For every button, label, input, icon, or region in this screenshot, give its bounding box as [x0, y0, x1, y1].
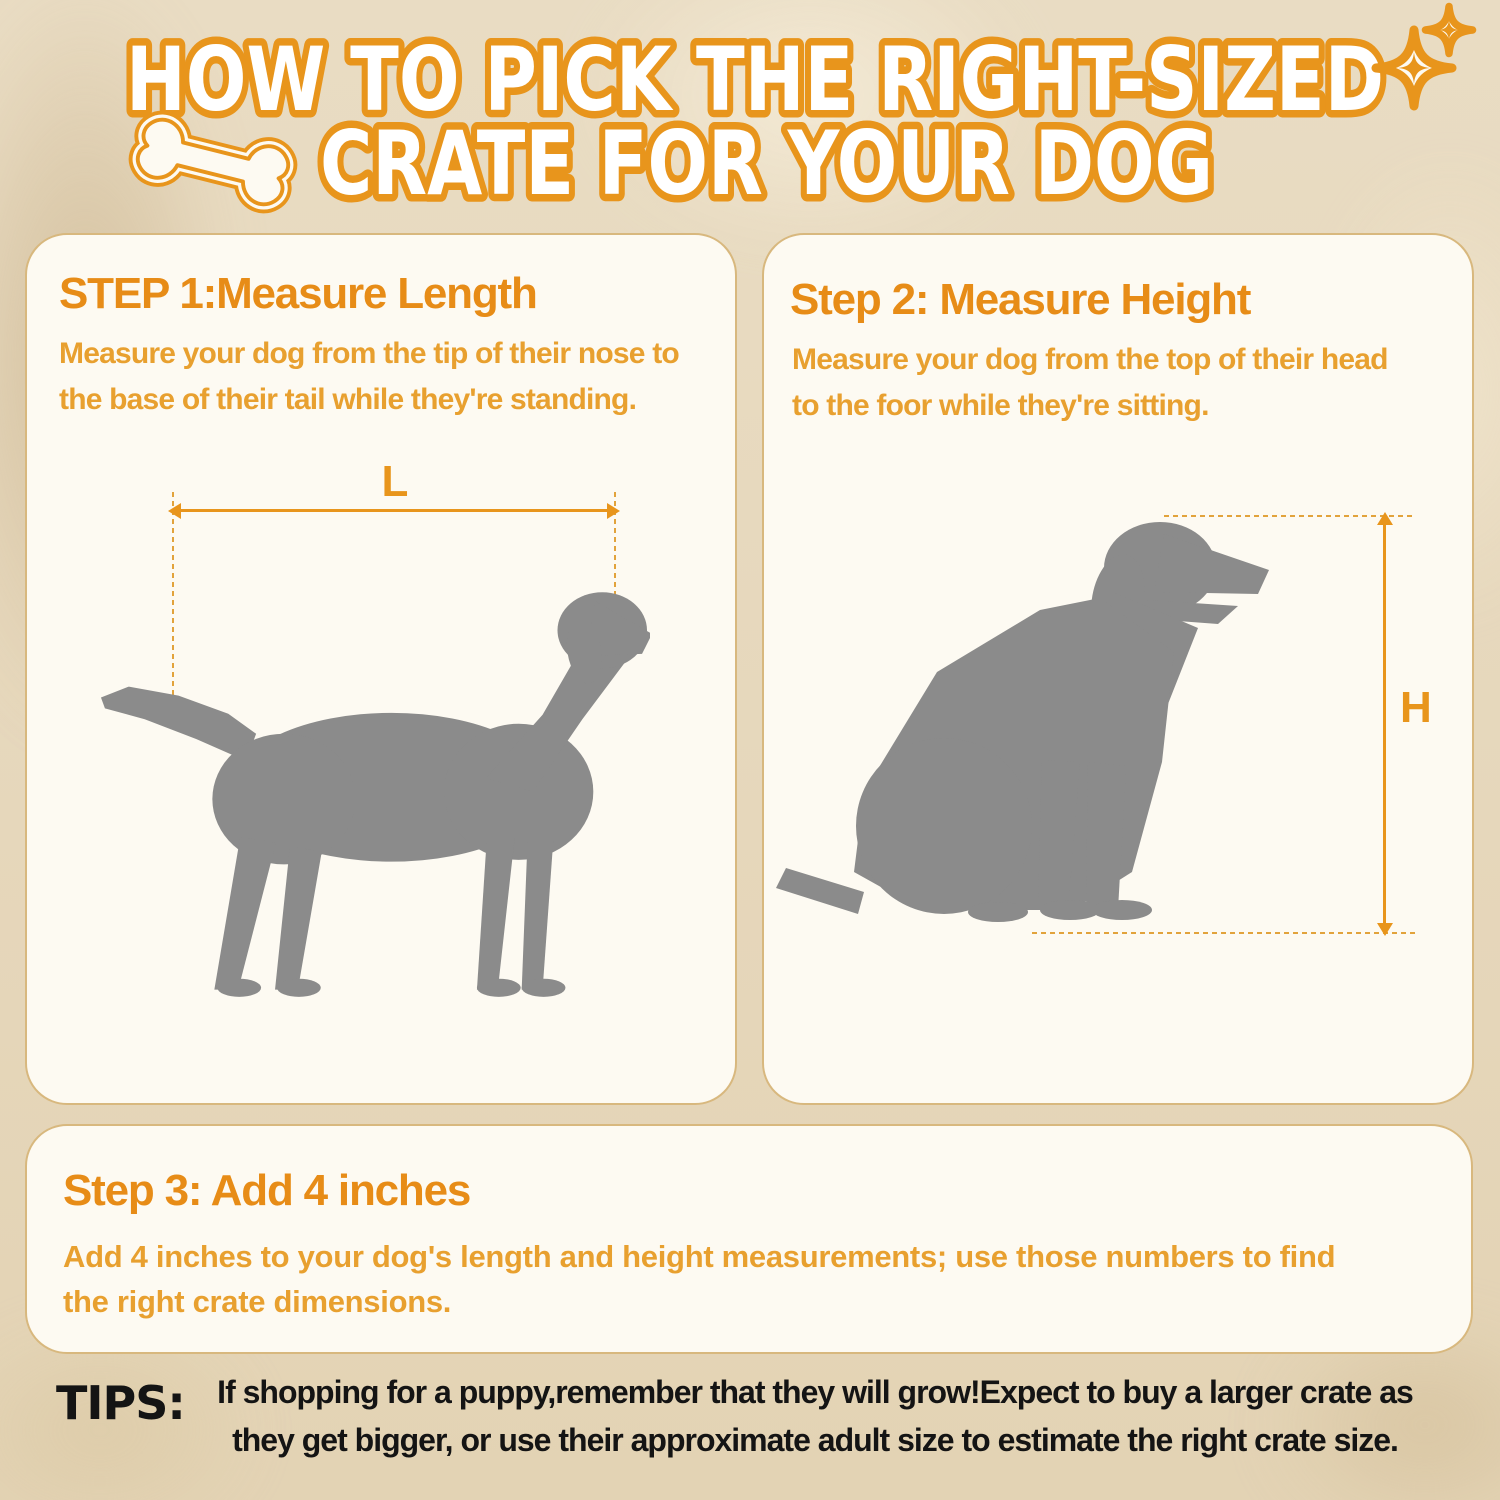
step1-body-line: Measure your dog from the tip of their n… — [59, 337, 680, 370]
height-dash-top — [1164, 515, 1416, 517]
step3-body-line: Add 4 inches to your dog's length and he… — [63, 1239, 1336, 1274]
sparkles-icon — [1371, 2, 1477, 111]
step2-body-line: to the foor while they're sitting. — [792, 389, 1209, 422]
step3-body: Add 4 inches to your dog's length and he… — [63, 1234, 1336, 1324]
tips-text-line: If shopping for a puppy,remember that th… — [217, 1374, 1414, 1410]
bone-icon — [128, 110, 298, 214]
step1-body: Measure your dog from the tip of their n… — [59, 331, 680, 423]
step2-heading: Step 2: Measure Height — [790, 275, 1251, 324]
height-dash-bottom — [1032, 932, 1416, 934]
tips-section: TIPS: If shopping for a puppy,remember t… — [56, 1368, 1462, 1464]
step3-body-line: the right crate dimensions. — [63, 1284, 452, 1319]
step1-body-line: the base of their tail while they're sta… — [59, 383, 637, 416]
step3-heading: Step 3: Add 4 inches — [63, 1166, 471, 1215]
tips-text-line: they get bigger, or use their approximat… — [232, 1422, 1399, 1458]
step2-body-line: Measure your dog from the top of their h… — [792, 343, 1388, 376]
step1-heading: STEP 1:Measure Length — [59, 269, 538, 318]
header-title: HOW TO PICK THE RIGHT-SIZED CRATE FOR YO… — [119, 2, 1477, 223]
height-measure-label: H — [1400, 683, 1432, 732]
sitting-dog-silhouette — [776, 522, 1269, 922]
step2-panel: Step 2: Measure Height Measure your dog … — [762, 233, 1474, 1105]
length-dash-left — [172, 492, 174, 727]
title-line-2: CRATE FOR YOUR DOG — [320, 112, 1213, 215]
length-dash-right — [614, 492, 616, 650]
step2-body: Measure your dog from the top of their h… — [792, 337, 1388, 429]
step3-panel: Step 3: Add 4 inches Add 4 inches to you… — [25, 1124, 1473, 1354]
standing-dog-silhouette — [100, 592, 650, 997]
title-line-1: HOW TO PICK THE RIGHT-SIZED — [126, 28, 1384, 131]
step1-panel: STEP 1:Measure Length Measure your dog f… — [25, 233, 737, 1105]
height-arrow — [1376, 512, 1393, 936]
tips-text: If shopping for a puppy,remember that th… — [168, 1368, 1462, 1464]
tips-label: TIPS: — [56, 1376, 186, 1430]
length-measure-label: L — [381, 457, 409, 506]
length-arrow — [168, 502, 620, 519]
